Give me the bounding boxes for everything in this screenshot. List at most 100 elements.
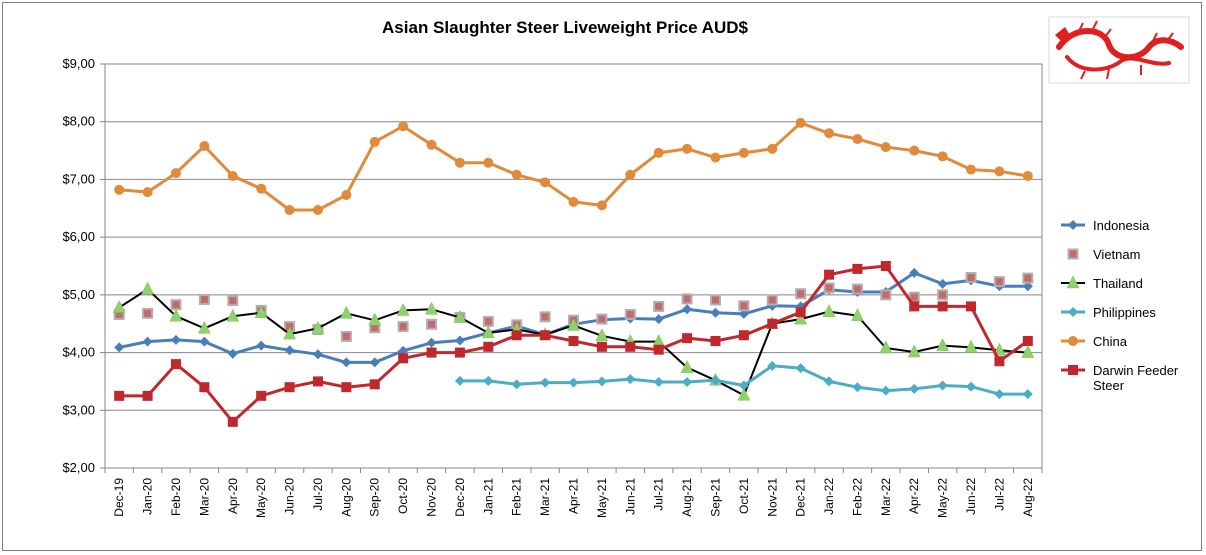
data-point <box>966 381 977 392</box>
data-point <box>1067 248 1079 260</box>
x-tick-label: Oct-20 <box>396 478 410 514</box>
data-point <box>341 190 352 201</box>
data-point <box>312 205 323 216</box>
data-point <box>311 320 325 334</box>
data-point <box>254 305 268 318</box>
legend: Indonesia Vietnam Thailand Philippines China… <box>1061 218 1179 393</box>
y-tick-label: $5,00 <box>62 287 95 302</box>
data-point <box>880 289 892 301</box>
data-point <box>539 311 551 323</box>
data-point <box>170 334 181 345</box>
data-point <box>738 380 749 391</box>
data-point <box>965 272 977 284</box>
data-point <box>142 187 153 198</box>
data-point <box>114 342 125 353</box>
data-point <box>710 307 721 318</box>
data-point <box>964 339 978 353</box>
data-point <box>794 311 808 325</box>
data-point <box>1068 336 1078 346</box>
x-tick-label: Jan-21 <box>481 478 495 515</box>
legend-item: Indonesia <box>1061 218 1150 233</box>
chart-title: Asian Slaughter Steer Liveweight Price A… <box>382 18 748 37</box>
data-point <box>682 377 693 388</box>
data-point <box>596 313 608 325</box>
data-point <box>197 320 211 334</box>
x-tick-label: Jan-22 <box>822 478 836 515</box>
x-tick-label: Dec-20 <box>453 478 467 517</box>
data-point <box>398 353 409 364</box>
data-point <box>653 377 664 388</box>
data-point <box>142 307 154 319</box>
data-point <box>738 300 750 312</box>
line-chart: Asian Slaughter Steer Liveweight Price A… <box>62 16 1190 518</box>
data-point <box>283 326 296 340</box>
y-tick-label: $6,00 <box>62 229 95 244</box>
x-tick-label: Dec-19 <box>112 478 126 517</box>
data-point <box>625 341 636 352</box>
data-point <box>227 295 239 307</box>
data-point <box>852 382 863 393</box>
y-tick-label: $7,00 <box>62 171 95 186</box>
legend-label: Indonesia <box>1093 218 1150 233</box>
x-tick-label: Sep-21 <box>708 478 722 517</box>
data-point <box>398 345 409 356</box>
data-point <box>256 340 267 351</box>
x-tick-label: Apr-21 <box>567 478 581 514</box>
data-point <box>1066 275 1080 289</box>
data-point <box>426 337 437 348</box>
data-point <box>341 382 352 393</box>
data-point <box>880 385 891 396</box>
data-point <box>170 168 181 179</box>
x-tick-label: Jun-22 <box>964 478 978 515</box>
y-tick-label: $4,00 <box>62 345 95 360</box>
data-point <box>1068 220 1078 230</box>
series-vietnam <box>113 272 1034 342</box>
data-point <box>909 383 920 394</box>
data-point <box>681 293 693 305</box>
data-point <box>481 325 495 339</box>
data-point <box>937 278 948 289</box>
data-point <box>511 379 522 390</box>
data-point <box>227 348 238 359</box>
x-tick-label: Jul-21 <box>652 478 666 511</box>
data-point <box>426 347 437 358</box>
legend-label: China <box>1093 334 1128 349</box>
legend-item: Vietnam <box>1067 247 1140 262</box>
data-point <box>284 345 295 356</box>
data-point <box>511 330 522 341</box>
data-point <box>937 289 949 301</box>
data-point <box>256 183 267 194</box>
data-point <box>994 166 1005 177</box>
data-point <box>199 382 210 393</box>
data-point <box>1022 170 1033 181</box>
data-point <box>1068 365 1078 375</box>
data-point <box>737 387 751 401</box>
x-tick-label: May-21 <box>595 478 609 518</box>
data-point <box>936 338 950 351</box>
data-point <box>114 390 125 401</box>
data-point <box>256 390 267 401</box>
data-point <box>682 304 693 315</box>
data-point <box>653 147 664 158</box>
data-point <box>114 184 125 195</box>
data-point <box>851 283 863 295</box>
data-point <box>426 139 437 150</box>
data-point <box>795 307 806 318</box>
data-point <box>682 333 693 344</box>
data-point <box>540 177 551 188</box>
data-point <box>483 157 494 168</box>
data-point <box>341 357 352 368</box>
x-tick-label: Jun-21 <box>623 478 637 515</box>
x-tick-label: Aug-21 <box>680 478 694 517</box>
data-point <box>710 336 721 347</box>
x-tick-label: Dec-21 <box>794 478 808 517</box>
data-point <box>369 357 380 368</box>
data-point <box>312 349 323 360</box>
data-point <box>595 328 609 342</box>
data-point <box>767 318 778 329</box>
legend-label: Darwin Feeder Steer <box>1093 363 1179 393</box>
data-point <box>738 308 749 319</box>
data-point <box>396 302 410 316</box>
data-point <box>511 169 522 180</box>
